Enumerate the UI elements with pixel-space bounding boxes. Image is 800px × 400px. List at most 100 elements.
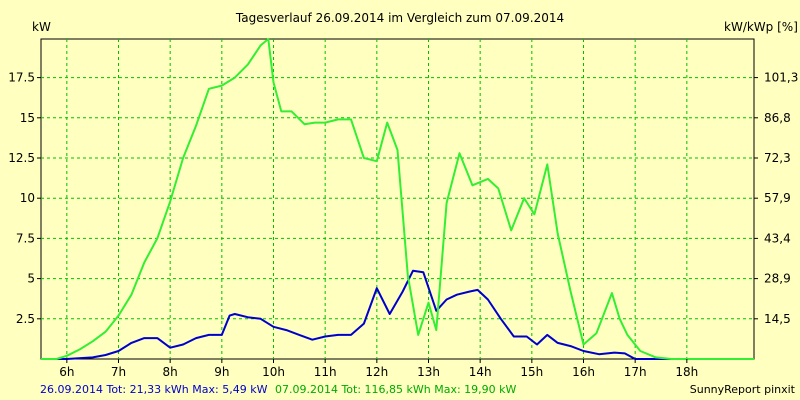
x-tick-label: 8h <box>163 365 178 379</box>
x-tick-label: 14h <box>469 365 492 379</box>
data-point <box>412 270 414 272</box>
data-point <box>182 157 184 159</box>
data-point <box>298 334 300 336</box>
data-point <box>143 262 145 264</box>
data-point <box>477 289 479 291</box>
data-point <box>753 358 755 360</box>
data-point <box>260 318 262 320</box>
data-point <box>195 125 197 127</box>
data-point <box>619 318 621 320</box>
data-point <box>402 291 404 293</box>
data-point <box>350 118 352 120</box>
data-point <box>557 233 559 235</box>
data-point <box>267 38 269 40</box>
grid <box>41 39 754 359</box>
y2-tick-label: 86,8 <box>764 111 791 125</box>
x-tick-label: 16h <box>572 365 595 379</box>
data-point <box>79 348 81 350</box>
y2-tick-label: 43,4 <box>764 231 791 245</box>
data-point <box>456 294 458 296</box>
y-tick-label: 5 <box>27 272 35 286</box>
data-point <box>337 334 339 336</box>
data-point <box>598 353 600 355</box>
data-point <box>570 345 572 347</box>
data-point <box>738 358 740 360</box>
y-tick-label: 15 <box>20 111 35 125</box>
data-point <box>376 287 378 289</box>
x-tick-label: 11h <box>314 365 337 379</box>
data-point <box>337 118 339 120</box>
chart-title: Tagesverlauf 26.09.2014 im Vergleich zum… <box>235 11 564 25</box>
data-point <box>376 160 378 162</box>
data-point <box>513 336 515 338</box>
data-point <box>92 356 94 358</box>
y-axis-left-label: kW <box>32 20 51 34</box>
data-point <box>546 163 548 165</box>
data-point <box>446 202 448 204</box>
data-point <box>314 122 316 124</box>
x-tick-label: 7h <box>111 365 126 379</box>
data-point <box>156 237 158 239</box>
y-axis-right-label: kW/kWp [%] <box>724 20 798 34</box>
y2-tick-label: 101,3 <box>764 71 798 85</box>
y-tick-label: 10 <box>20 191 35 205</box>
data-point <box>407 274 409 276</box>
y2-tick-label: 14,5 <box>764 312 791 326</box>
data-point <box>655 356 657 358</box>
data-point <box>66 355 68 357</box>
data-point <box>422 271 424 273</box>
data-point <box>500 318 502 320</box>
data-point <box>650 358 652 360</box>
series-1 <box>40 38 755 360</box>
y2-tick-label: 72,3 <box>764 151 791 165</box>
data-point <box>169 347 171 349</box>
data-point <box>363 157 365 159</box>
series-line <box>41 269 754 360</box>
x-axis-ticks: 6h 7h 8h 9h 10h 11h 12h 13h 14h 15h 16h 17h 18h <box>59 359 698 379</box>
data-point <box>273 326 275 328</box>
x-tick-label: 6h <box>59 365 74 379</box>
data-point <box>195 337 197 339</box>
data-point <box>533 213 535 215</box>
data-point <box>208 334 210 336</box>
data-point <box>446 299 448 301</box>
data-point <box>156 337 158 339</box>
data-point <box>583 350 585 352</box>
data-point <box>487 299 489 301</box>
data-point <box>324 122 326 124</box>
data-point <box>234 77 236 79</box>
data-point <box>229 315 231 317</box>
data-point <box>169 200 171 202</box>
footer-credit: SunnyReport pinxit <box>690 383 796 396</box>
data-point <box>130 342 132 344</box>
y2-tick-label: 28,9 <box>764 272 791 286</box>
data-point <box>273 81 275 83</box>
data-point <box>546 334 548 336</box>
plot-area <box>40 38 755 360</box>
data-point <box>221 334 223 336</box>
y-tick-label: 12.5 <box>8 151 35 165</box>
data-point <box>389 313 391 315</box>
data-point <box>397 149 399 151</box>
data-point <box>105 331 107 333</box>
data-point <box>670 358 672 360</box>
data-point <box>118 350 120 352</box>
x-tick-label: 15h <box>520 365 543 379</box>
x-tick-label: 18h <box>675 365 698 379</box>
data-point <box>487 178 489 180</box>
data-point <box>350 334 352 336</box>
footer-blue-summary: 26.09.2014 Tot: 21,33 kWh Max: 5,49 kW <box>40 383 268 396</box>
data-point <box>92 340 94 342</box>
data-point <box>221 85 223 87</box>
data-point <box>557 342 559 344</box>
y2-tick-label: 57,9 <box>764 191 791 205</box>
data-point <box>471 184 473 186</box>
data-point <box>40 358 42 360</box>
data-point <box>247 64 249 66</box>
data-point <box>417 334 419 336</box>
data-point <box>459 152 461 154</box>
data-point <box>304 123 306 125</box>
data-point <box>469 291 471 293</box>
x-tick-label: 13h <box>417 365 440 379</box>
